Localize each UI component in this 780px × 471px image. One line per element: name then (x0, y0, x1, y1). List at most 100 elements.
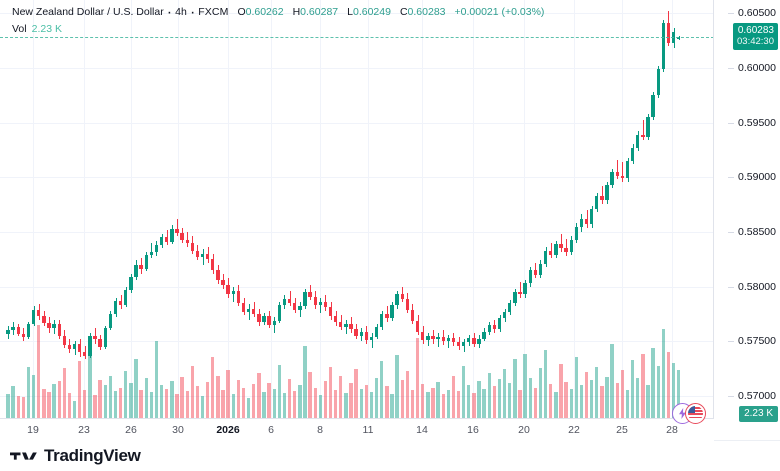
candle-body (205, 253, 210, 260)
candle-wick (300, 302, 301, 318)
volume-bar (272, 388, 276, 418)
candle-body (298, 306, 302, 310)
candle-body (52, 323, 56, 329)
gridline-h-6 (0, 341, 714, 342)
volume-bar (257, 373, 261, 418)
price-axis[interactable]: 0.60500 0.60000 0.59500 0.59000 0.58500 0.580… (713, 0, 780, 440)
volume-bar (339, 375, 343, 418)
volume-bar (180, 376, 184, 418)
volume-bar (610, 344, 614, 418)
candle-body (118, 300, 123, 306)
candle-wick (617, 159, 618, 180)
candle-wick (643, 120, 644, 141)
candle-body (154, 245, 159, 252)
current-price-text: 0.60283 (737, 24, 774, 36)
candle-body (472, 338, 476, 344)
candle-body (241, 303, 246, 312)
time-tick-19: 19 (27, 424, 39, 436)
volume-bar (154, 340, 159, 418)
candle-body (16, 327, 20, 334)
candle-body (451, 338, 456, 343)
volume-bar (497, 378, 502, 418)
volume-bar (88, 351, 92, 418)
volume-bar (564, 382, 568, 418)
volume-bar (144, 377, 148, 418)
current-price-badge[interactable]: 0.60283 03:42:30 (733, 22, 778, 50)
volume-bar (477, 381, 481, 418)
volume-bar (165, 388, 169, 418)
volume-bar (252, 384, 256, 418)
candle-wick (551, 242, 552, 259)
candle-body (344, 323, 348, 328)
candle-body (26, 323, 31, 338)
volume-bar (134, 359, 138, 418)
volume-bar (298, 385, 302, 418)
candle-body (72, 343, 77, 350)
chart-plot-area[interactable] (0, 0, 714, 418)
volume-bar (574, 357, 578, 418)
volume-bar (426, 391, 430, 418)
volume-bar (559, 363, 563, 418)
volume-bar (661, 328, 666, 418)
volume-bar (533, 387, 538, 418)
candle-body (528, 270, 532, 284)
candle-wick (372, 332, 373, 348)
candle-body (200, 253, 205, 258)
candle-body (318, 302, 322, 306)
volume-bar (72, 400, 77, 418)
volume-bar (605, 376, 609, 418)
candle-body (293, 303, 297, 310)
volume-bar (216, 375, 220, 418)
candle-wick (387, 306, 388, 322)
candle-body (641, 134, 645, 137)
time-tick-14: 14 (416, 424, 428, 436)
time-tick-6: 6 (268, 424, 274, 436)
candle-body (595, 195, 599, 209)
time-axis[interactable]: 19 23 26 30 2026 6 8 11 14 16 20 22 25 28 (0, 418, 714, 441)
volume-bar (415, 337, 420, 418)
volume-bar (211, 357, 215, 418)
gridline-v-3 (178, 0, 179, 418)
candle-body (369, 337, 374, 341)
tradingview-brand[interactable]: TradingView (10, 446, 141, 466)
volume-bar (620, 370, 625, 418)
candle-body (395, 294, 399, 306)
volume-bar (108, 375, 113, 418)
volume-bar (374, 377, 379, 418)
gridline-v-0 (33, 0, 34, 418)
candle-body (354, 329, 358, 336)
candle-body (144, 254, 148, 270)
candle-body (666, 22, 671, 43)
candle-body (308, 292, 312, 297)
us-flag-icon[interactable] (685, 403, 706, 424)
candle-body (467, 338, 471, 343)
candle-body (165, 237, 169, 242)
gridline-v-4 (228, 0, 229, 418)
candle-body (523, 283, 527, 295)
volume-bar (293, 390, 297, 418)
volume-bar (113, 390, 118, 418)
candle-body (487, 324, 491, 332)
candle-body (615, 171, 619, 177)
volume-bar (472, 393, 476, 418)
volume-bar (190, 365, 194, 418)
volume-value-badge[interactable]: 2.23 K (739, 406, 778, 422)
volume-bar (303, 346, 307, 418)
candle-body (574, 226, 578, 240)
volume-bar (328, 366, 333, 418)
time-tick-16: 16 (467, 424, 479, 436)
volume-bar (636, 377, 640, 418)
candle-body (359, 331, 363, 336)
candle-body (533, 270, 538, 275)
candle-body (180, 233, 184, 240)
volume-bar (395, 354, 399, 418)
volume-bar (467, 385, 471, 418)
volume-bar (656, 365, 660, 418)
flag-graphic (688, 406, 703, 421)
candle-wick (622, 161, 623, 182)
candle-body (282, 298, 287, 306)
volume-bar (385, 386, 389, 418)
candle-body (313, 296, 317, 306)
candle-body (385, 314, 389, 319)
price-tick-dash (728, 341, 735, 343)
